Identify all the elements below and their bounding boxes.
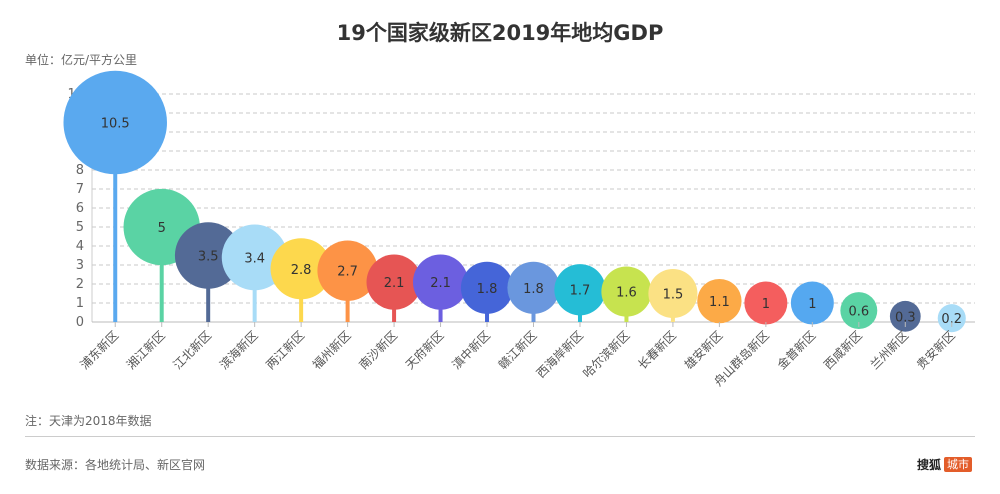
divider: [25, 436, 975, 437]
svg-text:4: 4: [76, 239, 84, 254]
chart-title: 19个国家级新区2019年地均GDP: [336, 21, 664, 45]
svg-text:2.7: 2.7: [337, 265, 358, 280]
data-point: 1.6: [601, 266, 652, 322]
data-point: 1.8: [507, 261, 560, 322]
data-point: 2.7: [317, 240, 378, 322]
svg-text:0.3: 0.3: [895, 310, 916, 325]
data-point: 1: [744, 281, 788, 325]
data-point: 1.7: [554, 264, 606, 322]
data-point: 2.1: [366, 254, 422, 322]
svg-text:1: 1: [76, 296, 84, 311]
svg-text:金普新区: 金普新区: [774, 328, 819, 373]
svg-text:长春新区: 长春新区: [634, 328, 679, 373]
svg-text:3.5: 3.5: [198, 250, 219, 265]
unit-label: 单位：亿元/平方公里: [25, 53, 138, 67]
svg-text:2: 2: [76, 277, 84, 292]
svg-text:6: 6: [76, 201, 84, 216]
svg-text:西咸新区: 西咸新区: [820, 328, 865, 373]
brand-badge: 城市: [944, 457, 972, 472]
svg-text:兰州新区: 兰州新区: [867, 328, 912, 373]
data-point: 10.5: [63, 70, 167, 322]
svg-text:1.8: 1.8: [523, 282, 544, 297]
svg-text:两江新区: 两江新区: [263, 328, 308, 373]
data-point: 0.6: [840, 292, 878, 330]
data-source: 数据来源：各地统计局、新区官网: [25, 458, 206, 472]
data-point: 2.1: [412, 254, 469, 322]
data-series: 10.5 5 3.5 3.4 2.8 2.7 2.1 2.1 1.8 1.8 1.7 1.6 1.5 1.…: [63, 70, 966, 333]
svg-text:滨海新区: 滨海新区: [216, 328, 261, 373]
svg-text:5: 5: [158, 221, 166, 236]
svg-text:福州新区: 福州新区: [309, 328, 354, 373]
data-point: 1: [790, 281, 834, 325]
data-point: 3.5: [174, 222, 242, 322]
svg-text:1.7: 1.7: [570, 284, 591, 299]
svg-text:0.2: 0.2: [941, 312, 962, 327]
data-point: 2.8: [270, 238, 332, 322]
brand-logo: 搜狐 城市: [917, 456, 972, 473]
svg-text:哈尔滨新区: 哈尔滨新区: [580, 328, 633, 381]
data-point: 0.3: [889, 300, 921, 332]
data-point: 0.2: [937, 304, 966, 333]
svg-text:7: 7: [76, 182, 84, 197]
svg-text:0: 0: [76, 315, 84, 330]
svg-text:2.1: 2.1: [430, 276, 451, 291]
svg-text:滇中新区: 滇中新区: [449, 328, 494, 373]
svg-text:3.4: 3.4: [244, 251, 265, 266]
svg-text:1.1: 1.1: [709, 295, 730, 310]
svg-text:雄安新区: 雄安新区: [681, 328, 726, 373]
svg-text:8: 8: [76, 163, 84, 178]
lollipop-chart: 0123456789101112 10.553.53.42.82.72.12.1…: [63, 70, 975, 389]
svg-text:赣江新区: 赣江新区: [495, 328, 540, 373]
svg-text:1: 1: [762, 297, 770, 312]
svg-text:天府新区: 天府新区: [402, 328, 447, 373]
footnote: 注：天津为2018年数据: [25, 414, 152, 428]
data-point: 1.5: [648, 268, 698, 322]
svg-text:10.5: 10.5: [101, 117, 130, 132]
svg-text:1.8: 1.8: [477, 282, 498, 297]
data-point: 1.1: [697, 278, 742, 324]
svg-text:西海岸新区: 西海岸新区: [533, 328, 586, 381]
brand-name: 搜狐: [916, 458, 941, 472]
data-point: 1.8: [460, 261, 514, 322]
svg-text:1.5: 1.5: [663, 288, 684, 303]
x-axis: 浦东新区 湘江新区 江北新区 滨海新区 两江新区 福州新区 南沙新区 天府新区 滇中新区 赣江新区…: [77, 322, 958, 389]
svg-text:南沙新区: 南沙新区: [356, 328, 401, 373]
svg-text:贵安新区: 贵安新区: [913, 328, 958, 373]
svg-text:3: 3: [76, 258, 84, 273]
svg-text:湘江新区: 湘江新区: [123, 328, 168, 373]
svg-text:2.1: 2.1: [384, 276, 405, 291]
svg-text:5: 5: [76, 220, 84, 235]
svg-text:江北新区: 江北新区: [170, 328, 215, 373]
svg-text:2.8: 2.8: [291, 263, 312, 278]
svg-text:1: 1: [808, 297, 816, 312]
svg-text:0.6: 0.6: [848, 305, 869, 320]
svg-text:浦东新区: 浦东新区: [77, 328, 122, 373]
svg-text:1.6: 1.6: [616, 286, 637, 301]
